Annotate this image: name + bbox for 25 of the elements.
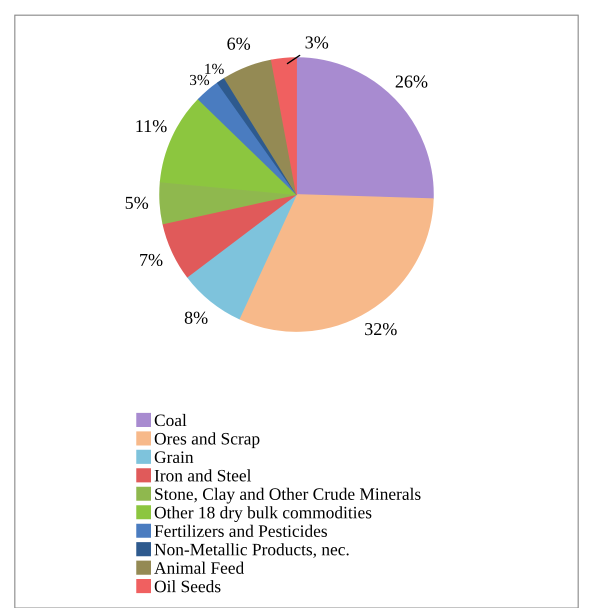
legend-label: Stone, Clay and Other Crude Minerals — [155, 488, 421, 504]
data-label: 11% — [136, 120, 167, 132]
pie-slice — [270, 57, 297, 195]
legend-label: Grain — [154, 451, 194, 464]
data-label: 8% — [184, 312, 208, 324]
legend-label: Iron and Steel — [154, 469, 252, 482]
legend-label: Oil Seeds — [154, 580, 220, 592]
data-label: 3% — [190, 74, 210, 86]
legend-label: Animal Feed — [154, 562, 244, 574]
legend-label: Other 18 dry bulk commodities — [154, 506, 372, 522]
legend-label: Non-Metallic Products, nec. — [154, 543, 349, 558]
legend-label: Coal — [154, 414, 186, 426]
data-label: 26% — [396, 75, 428, 88]
legend-label: Ores and Scrap — [154, 432, 260, 448]
pie-slice — [162, 194, 297, 278]
data-label: 1% — [205, 64, 224, 74]
legend-label: Fertilizers and Pesticides — [154, 524, 327, 537]
data-label: 7% — [140, 254, 162, 266]
pie-slice — [224, 60, 297, 195]
pie-slice — [159, 182, 297, 224]
data-label: 5% — [126, 196, 148, 209]
data-label: 3% — [306, 36, 328, 49]
data-label: 32% — [365, 323, 397, 336]
pie-slice — [296, 57, 434, 200]
data-label: 6% — [227, 38, 250, 50]
